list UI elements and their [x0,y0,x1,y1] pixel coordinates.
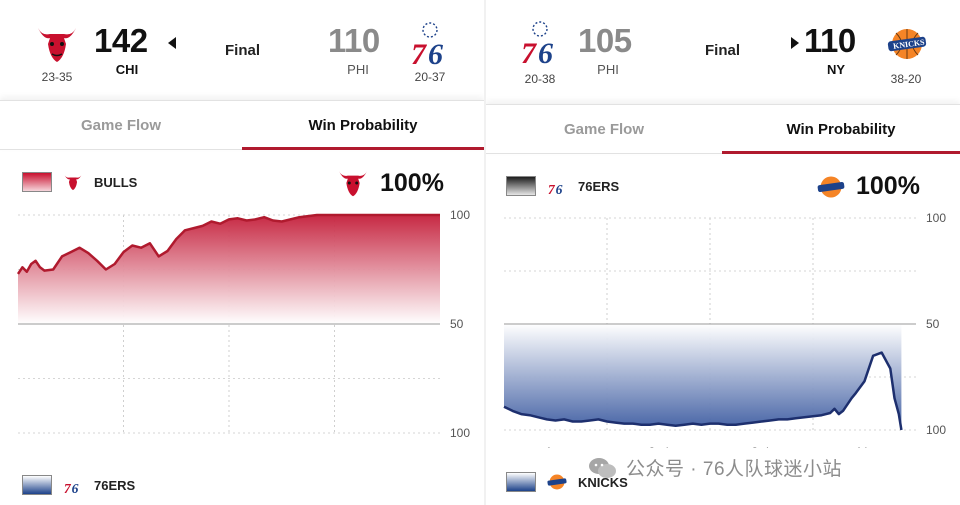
svg-text:7: 7 [64,481,72,495]
quarter-label: 4th [855,445,872,448]
left-game-card: 23-35 142 CHI Final 110 PHI 7 6 20-37 Ga… [0,0,484,497]
win-probability-chart: 100 50 100 1st 2nd 3rd 4th [503,211,946,448]
tab-game-flow[interactable]: Game Flow [563,120,645,138]
away-abbr: PHI [347,62,369,77]
game-status: Final [705,42,741,59]
knicks-logo-icon [817,176,845,197]
probability-line [503,351,903,431]
quarter-label: 2nd [649,445,669,448]
svg-text:7: 7 [411,38,427,66]
win-probability-value: 100% [856,172,920,200]
y-tick-label: 50 [926,317,940,331]
wechat-icon [589,457,616,478]
y-tick-label: 50 [450,317,464,331]
probability-area [18,215,440,324]
legend-top-team: BULLS [22,170,137,194]
76ers-swatch [22,475,52,495]
quarter-label: 1st [546,445,563,448]
legend-team-name: BULLS [94,174,138,190]
bulls-swatch [22,172,52,192]
svg-text:7: 7 [521,37,537,66]
game-status: Final [225,42,261,59]
watermark: 公众号 · 76人队球迷小站 [588,454,842,481]
home-abbr: PHI [597,62,619,77]
scoreboard: 7 6 20-38 105 PHI Final 110 NY KNICKS 38… [486,0,960,100]
home-record: 23-35 [41,70,73,84]
y-tick-label: 100 [450,426,470,440]
76ers-logo-icon[interactable]: 7 6 [408,22,452,66]
legend-team-name: 76ERS [94,477,136,493]
knicks-logo-icon[interactable]: KNICKS [886,24,928,64]
svg-text:6: 6 [538,37,553,66]
panel-divider [484,0,486,505]
away-score: 110 [328,22,380,59]
tab-win-probability[interactable]: Win Probability [242,101,484,150]
right-game-card: 7 6 20-38 105 PHI Final 110 NY KNICKS 38… [486,0,960,505]
away-score: 110 [804,22,856,59]
svg-text:6: 6 [72,481,79,495]
tab-game-flow[interactable]: Game Flow [80,116,162,134]
home-score: 105 [578,22,632,59]
watermark-text: 公众号 · 76人队球迷小站 [626,459,843,480]
win-probability-value: 100% [380,168,444,197]
home-abbr: CHI [115,62,139,77]
76ers-swatch [506,176,536,196]
y-tick-label: 100 [926,211,946,225]
win-probability-chart: 100501001st2nd3rd4th [16,208,470,440]
probability-line [16,213,440,275]
knicks-swatch [506,472,536,492]
winner-arrow-icon [168,37,176,49]
chart-tabs: Game Flow Win Probability [0,100,484,150]
legend-team-name: 76ERS [578,178,620,194]
scoreboard: 23-35 142 CHI Final 110 PHI 7 6 20-37 [0,0,484,100]
win-probability-readout: 100% [336,168,444,198]
legend-bottom-team: KNICKS [506,470,628,494]
y-tick-label: 100 [450,208,470,222]
probability-area [504,324,902,430]
winner-arrow-icon [791,37,799,49]
svg-text:KNICKS: KNICKS [893,38,926,51]
bulls-logo-icon[interactable] [34,24,80,64]
svg-text:6: 6 [556,182,563,196]
76ers-logo-icon[interactable]: 7 6 [518,20,562,66]
bulls-logo-icon [62,173,84,191]
svg-text:7: 7 [548,182,556,196]
away-record: 20-37 [414,70,446,84]
y-tick-label: 100 [926,423,946,437]
chart-tabs: Game Flow Win Probability [486,104,960,154]
quarter-label: 3rd [752,445,769,448]
home-score: 142 [94,22,148,59]
home-record: 20-38 [524,72,556,86]
away-record: 38-20 [890,72,922,86]
svg-text:6: 6 [428,38,443,66]
legend-team-name: KNICKS [578,474,628,490]
bulls-logo-icon [338,171,368,197]
tab-win-probability[interactable]: Win Probability [722,105,960,154]
knicks-logo-icon [546,472,568,492]
away-abbr: NY [826,62,846,77]
win-probability-readout: 100% [816,172,920,201]
